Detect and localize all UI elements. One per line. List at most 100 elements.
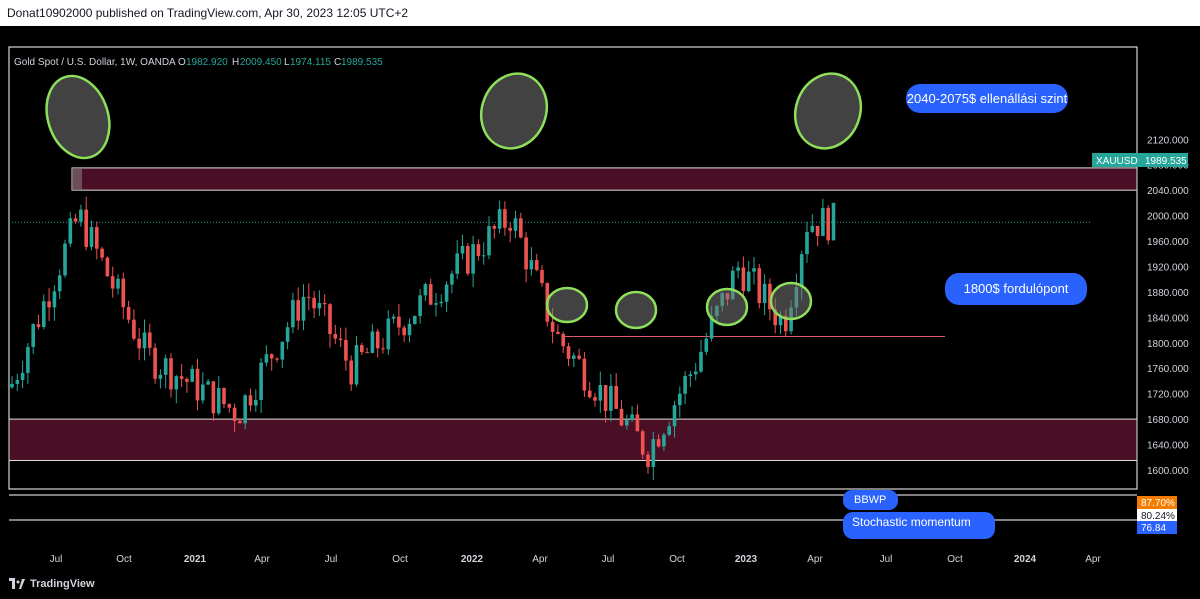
candle-body [169, 358, 173, 390]
resistance-label[interactable]: 2040-2075$ ellenállási szint [906, 84, 1068, 113]
candle-body [524, 237, 528, 270]
candle-body [450, 273, 454, 285]
svg-text:C: C [334, 57, 341, 68]
x-tick-label: Oct [116, 554, 132, 565]
candle-body [826, 207, 830, 241]
candle-body [455, 253, 459, 274]
candle-body [757, 268, 762, 303]
candles [10, 196, 836, 481]
candle-body [519, 218, 523, 238]
pivot-label[interactable]: 1800$ fordulópont [945, 273, 1087, 305]
highlight-circle [479, 72, 549, 150]
candle-body [10, 383, 14, 388]
candle-body [693, 371, 698, 375]
candle-body [100, 248, 104, 258]
candle-body [778, 315, 783, 326]
x-tick-label: 2021 [184, 554, 207, 565]
candle-body [338, 338, 343, 340]
support-zone [8, 418, 1138, 461]
candle-body [238, 420, 242, 424]
bbwp-value-tag: 87.70% [1137, 496, 1177, 509]
candle-body [391, 316, 396, 319]
candle-body [254, 400, 258, 406]
candle-body [407, 323, 412, 336]
svg-text:Stochastic momentum: Stochastic momentum [852, 515, 971, 529]
candle-body [163, 358, 168, 375]
candle-body [15, 379, 20, 384]
price-axis[interactable]: 1600.000 1640.000 1680.000 1720.000 1760.000… [1147, 135, 1189, 477]
candle-body [26, 346, 30, 373]
chart-area[interactable]: Gold Spot / U.S. Dollar, 1W, OANDA O 198… [0, 26, 1200, 573]
candle-body [95, 227, 99, 249]
candle-body [513, 218, 518, 231]
y-tick-label: 1760.000 [1147, 364, 1189, 375]
y-tick-label: 2120.000 [1147, 135, 1189, 146]
x-tick-label: Apr [807, 554, 823, 565]
candle-body [47, 301, 51, 308]
candle-body [413, 315, 417, 324]
candle-body [116, 278, 120, 289]
candle-body [646, 454, 650, 467]
x-tick-label: Oct [947, 554, 963, 565]
price-chart[interactable]: Gold Spot / U.S. Dollar, 1W, OANDA O 198… [0, 26, 1200, 573]
candle-body [799, 254, 804, 288]
y-tick-label: 1640.000 [1147, 441, 1189, 452]
svg-text:BBWP: BBWP [854, 494, 886, 506]
candle-body [232, 407, 237, 421]
candle-body [259, 362, 263, 401]
stoch-value-tag: 76.84 [1137, 521, 1177, 534]
candle-body [656, 439, 661, 447]
tradingview-logo[interactable]: TradingView [9, 578, 95, 590]
candle-body [492, 226, 497, 229]
candle-body [132, 319, 136, 339]
candle-body [508, 227, 512, 231]
candle-body [211, 381, 216, 414]
candle-body [476, 244, 481, 257]
x-tick-label: 2023 [735, 554, 758, 565]
candle-body [301, 296, 306, 321]
bbwp-label[interactable]: BBWP [843, 490, 898, 510]
candle-body [561, 333, 565, 347]
time-axis[interactable]: Jul Oct 2021 Apr Jul Oct 2022 Apr Jul Oct 2023 Apr J… [50, 554, 1102, 565]
candle-body [640, 431, 645, 455]
candle-body [625, 419, 629, 426]
candle-body [651, 439, 656, 467]
candle-body [773, 309, 777, 326]
candle-body [587, 390, 592, 398]
candle-body [577, 355, 581, 359]
candle-body [487, 226, 491, 256]
candle-body [566, 346, 571, 359]
candle-body [752, 268, 756, 272]
candle-body [471, 244, 475, 274]
x-tick-label: Oct [669, 554, 685, 565]
candle-body [630, 414, 634, 420]
candle-body [312, 297, 316, 309]
svg-text:O: O [178, 57, 186, 68]
y-tick-label: 2040.000 [1147, 186, 1189, 197]
candle-body [529, 260, 534, 270]
highlight-circle [793, 72, 863, 150]
candle-body [179, 376, 184, 379]
svg-text:H: H [232, 57, 239, 68]
candle-body [227, 404, 232, 408]
candle-body [291, 300, 295, 328]
candle-body [174, 376, 179, 390]
candle-body [344, 339, 348, 361]
legend-ohlc: O 1982.920 H 2009.450 L 1974.115 C 1989.… [178, 57, 383, 68]
candle-body [678, 393, 682, 406]
x-tick-label: Apr [254, 554, 270, 565]
candle-body [736, 267, 740, 271]
candle-body [185, 378, 189, 382]
tradingview-brand: TradingView [30, 578, 95, 590]
candle-body [397, 316, 401, 328]
candle-body [731, 270, 735, 300]
candle-body [36, 324, 41, 327]
candle-body [79, 209, 83, 222]
candle-body [142, 332, 147, 349]
candle-body [307, 296, 311, 298]
stoch-label[interactable]: Stochastic momentum [843, 512, 995, 539]
candle-body [614, 385, 618, 409]
candle-body [89, 227, 94, 247]
candle-body [57, 275, 62, 292]
candle-body [20, 372, 25, 380]
